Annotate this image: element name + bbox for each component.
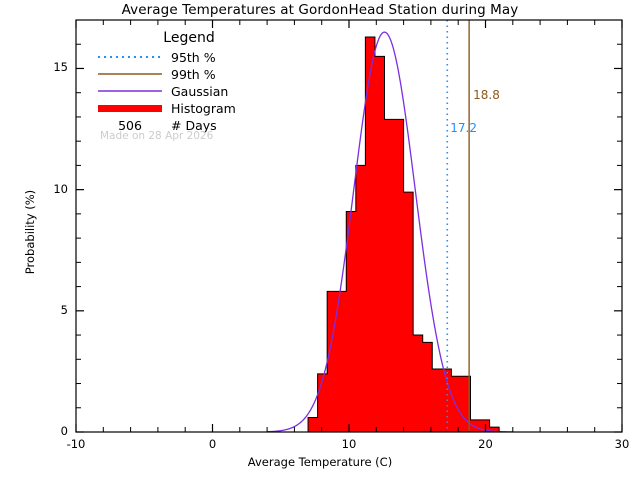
legend-item-day-count: 506 # Days (96, 117, 296, 133)
legend-swatch-histogram-bar (96, 101, 164, 115)
y-tick-label: 5 (60, 302, 68, 317)
legend-item-histogram: Histogram (96, 100, 296, 116)
y-tick-label: 10 (53, 181, 68, 196)
legend-count-value: 506 (118, 117, 142, 133)
x-tick-label: 10 (341, 437, 357, 451)
legend-title: Legend (163, 30, 215, 46)
legend-item-99th: 99th % (96, 66, 296, 82)
x-tick-label: 20 (478, 437, 493, 451)
annotation-99th-value: 18.8 (473, 88, 500, 102)
x-tick-label: 0 (208, 437, 217, 451)
legend: Legend 95th % 99th % Gaus (96, 30, 296, 134)
annotation-95th-value: 17.2 (450, 121, 477, 135)
legend-count-label: # Days (171, 117, 217, 133)
x-tick-label: -10 (66, 437, 86, 451)
x-axis-title: Average Temperature (C) (247, 455, 393, 469)
legend-item-gaussian: Gaussian (96, 83, 296, 99)
legend-label-gaussian: Gaussian (171, 83, 229, 99)
made-on-timestamp: Made on 28 Apr 2026 (100, 130, 214, 142)
legend-label-99th: 99th % (171, 66, 216, 82)
legend-label-histogram: Histogram (171, 100, 236, 116)
legend-swatch-99th-solid-line (96, 67, 164, 81)
x-tick-label: 30 (614, 437, 630, 451)
legend-swatch-gaussian-line (96, 84, 164, 98)
y-tick-label: 0 (60, 424, 68, 438)
legend-label-95th: 95th % (171, 49, 216, 65)
legend-swatch-95th-dotted-line (96, 50, 164, 64)
y-tick-label: 15 (53, 60, 68, 75)
y-axis-title: Probability (%) (23, 189, 37, 275)
legend-item-95th: 95th % (96, 49, 296, 65)
chart-title: Average Temperatures at GordonHead Stati… (121, 2, 519, 18)
